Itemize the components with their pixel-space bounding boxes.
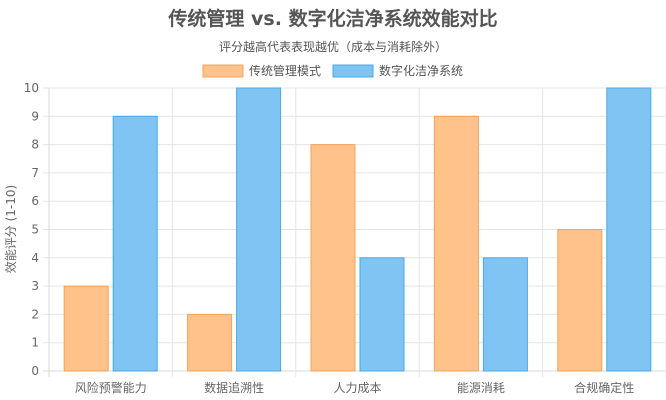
x-axis-ticks: 风险预警能力 数据追溯性 人力成本 能源消耗 合规确定性 <box>75 380 635 395</box>
y-tick-label: 4 <box>31 251 39 265</box>
bar-series-1-2[interactable] <box>359 257 405 372</box>
y-tick-label: 7 <box>31 166 39 180</box>
legend-swatch-0[interactable] <box>202 64 244 78</box>
x-tick-label: 人力成本 <box>333 381 381 395</box>
y-axis-label: 效能评分 (1-10) <box>3 185 18 273</box>
bar-series-1-0[interactable] <box>112 115 158 372</box>
bar-series-0-1[interactable] <box>187 313 233 372</box>
y-tick-label: 6 <box>31 194 39 208</box>
x-tick-label: 数据追溯性 <box>204 380 264 395</box>
legend-label-0[interactable]: 传统管理模式 <box>249 63 321 78</box>
x-tick-label: 风险预警能力 <box>75 380 147 395</box>
y-tick-label: 5 <box>31 223 39 237</box>
bar-series-0-3[interactable] <box>433 115 479 372</box>
bar-series-0-2[interactable] <box>310 144 356 372</box>
bar-series-1-4[interactable] <box>606 87 652 372</box>
y-tick-label: 1 <box>31 336 39 350</box>
bars <box>63 87 652 372</box>
y-tick-label: 2 <box>31 307 39 321</box>
legend-label-1[interactable]: 数字化洁净系统 <box>379 63 463 78</box>
x-tick-label: 能源消耗 <box>457 381 505 395</box>
legend-swatch-1[interactable] <box>332 64 374 78</box>
legend[interactable]: 传统管理模式 数字化洁净系统 <box>202 63 463 78</box>
bar-series-0-0[interactable] <box>63 285 109 372</box>
y-tick-label: 3 <box>31 279 39 293</box>
y-tick-label: 9 <box>31 109 39 123</box>
x-tick-label: 合规确定性 <box>574 380 634 395</box>
y-tick-label: 0 <box>31 364 39 378</box>
chart-subtitle: 评分越高代表表现越优（成本与消耗除外） <box>219 39 447 54</box>
y-tick-label: 10 <box>24 81 39 95</box>
chart-title: 传统管理 vs. 数字化洁净系统效能对比 <box>167 7 497 30</box>
bar-series-0-4[interactable] <box>557 229 603 372</box>
y-tick-label: 8 <box>31 138 39 152</box>
bar-series-1-3[interactable] <box>482 257 528 372</box>
bar-series-1-1[interactable] <box>236 87 282 372</box>
y-axis-ticks: 0 1 2 3 4 5 6 7 8 9 10 <box>24 81 39 378</box>
